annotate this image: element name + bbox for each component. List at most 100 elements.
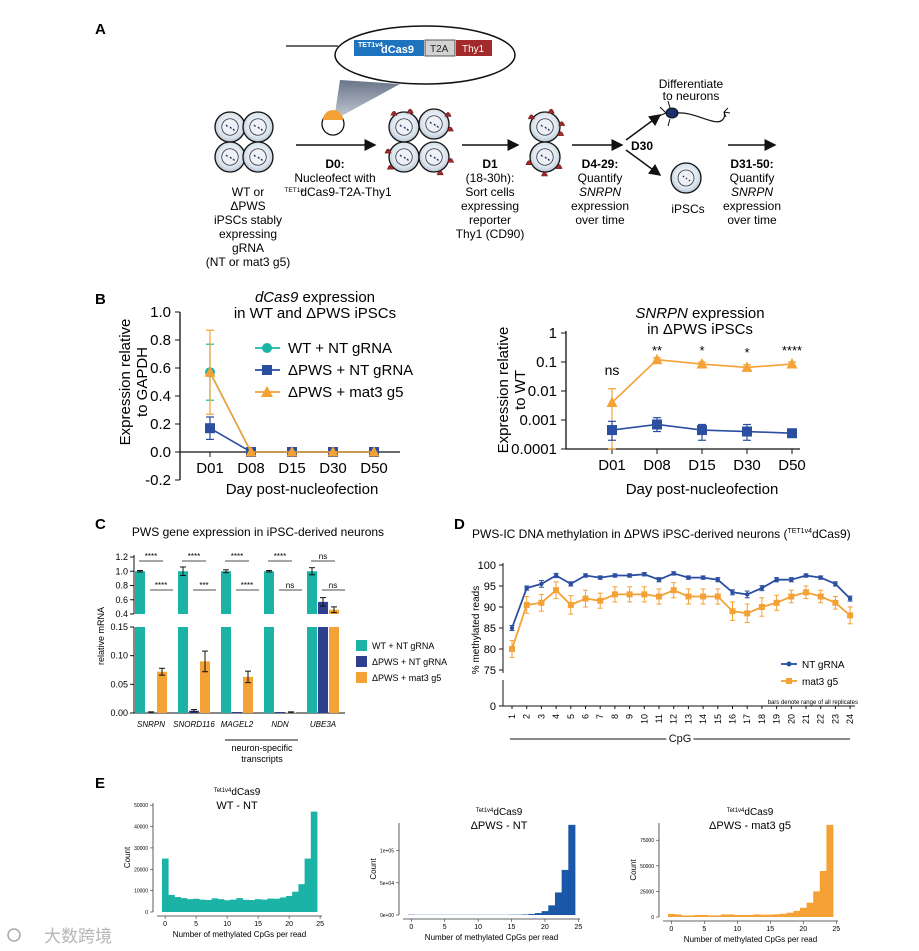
x-tick-label: 10 [223, 921, 231, 928]
d1-line: reporter [469, 213, 511, 227]
bar-upper [221, 571, 231, 614]
d4-gene: SNRPN [579, 185, 621, 199]
data-point [612, 573, 618, 578]
data-point [670, 587, 677, 594]
cell-dna [429, 121, 439, 128]
histogram-bar [304, 858, 312, 912]
y-tick-label: 0.4 [115, 609, 128, 619]
x-tick-label: 20 [799, 926, 807, 933]
c-legend-text: ΔPWS + mat3 g5 [372, 673, 441, 683]
histogram-bar [760, 914, 768, 917]
data-point [611, 591, 618, 598]
plasmid-cone [334, 80, 400, 120]
y-tick-label: 0.10 [110, 651, 128, 661]
histogram-bar [747, 914, 755, 917]
ipsc-cell [670, 162, 702, 194]
d1-line: Sort cells [465, 185, 514, 199]
bar-upper [135, 571, 145, 614]
c-legend-text: WT + NT gRNA [372, 641, 434, 651]
start-label-line: ΔPWS [230, 199, 265, 213]
data-point [697, 425, 707, 436]
panel-a: A TET1v4 dCas9 T2A Thy1 WT or ΔPWS iPSCs… [95, 21, 781, 269]
c-title: PWS gene expression in iPSC-derived neur… [132, 525, 384, 539]
x-tick-label: D08 [237, 460, 265, 477]
histogram-title: Tet1v4dCas9 [476, 807, 523, 818]
y-tick-label: 1e+05 [380, 849, 394, 855]
x-tick-label: D15 [278, 460, 306, 477]
histogram-bar [199, 899, 206, 912]
bar-lower [135, 627, 145, 713]
histogram-title-name: dCas9 [493, 807, 522, 818]
x-tick-label: NDN [271, 720, 289, 729]
histogram-bar [687, 915, 695, 917]
bar-lower [264, 627, 274, 713]
histogram-bar [786, 912, 794, 917]
histogram-bar [800, 907, 807, 917]
b-left-marks [204, 329, 380, 457]
data-point [626, 591, 633, 598]
bar-lower [329, 627, 339, 713]
histogram-bar [162, 858, 169, 912]
d1-line: (18-30h): [466, 171, 515, 185]
bar-upper [307, 571, 317, 614]
b-right-xlabel: Day post-nucleofection [626, 481, 779, 498]
data-point [700, 575, 706, 580]
x-tick-label: 14 [698, 714, 708, 724]
d-title-sup: TET1v4 [787, 528, 812, 535]
histogram-bar [694, 914, 702, 917]
x-tick-label: SNORD116 [173, 720, 215, 729]
d4-line: over time [575, 213, 625, 227]
d31-gene: SNRPN [731, 185, 773, 199]
x-tick-label: 2 [522, 714, 532, 719]
data-point [286, 446, 298, 457]
sig-label: ns [286, 581, 294, 590]
histogram-xlabel: Number of methylated CpGs per read [425, 933, 558, 942]
x-tick-label: 4 [551, 714, 561, 719]
d31-title: D31-50: [730, 157, 773, 171]
histogram-bar [668, 913, 675, 917]
bar [275, 712, 285, 713]
y-tick-label: 80 [484, 644, 496, 656]
x-tick-label: 1 [507, 714, 517, 719]
histogram-bar [261, 899, 268, 912]
x-tick-label: 20 [285, 921, 293, 928]
data-point [509, 646, 515, 652]
d30-label: D30 [631, 139, 653, 153]
watermark: 大数跨境 [7, 927, 112, 946]
data-point [568, 581, 573, 587]
histogram-subtitle: WT - NT [216, 800, 258, 812]
b-left-title-italic: dCas9 [255, 289, 299, 306]
histogram-bar [727, 914, 735, 917]
b-right-ylabel-2: to WT [512, 370, 529, 410]
y-tick-label: 0.001 [519, 412, 557, 429]
neuron-line: Differentiate [659, 77, 724, 91]
legend-marker-pws-nt [262, 365, 272, 375]
d31-label: D31-50: Quantify SNRPN expression over t… [723, 157, 781, 227]
significance-label: * [744, 345, 749, 360]
c-legend-text: ΔPWS + NT gRNA [372, 657, 447, 667]
start-cells [214, 111, 274, 173]
bar-upper [264, 571, 274, 614]
cell-dna [225, 154, 235, 161]
data-point [204, 366, 216, 377]
data-point [539, 581, 544, 587]
data-point [700, 593, 707, 600]
x-tick-label: D01 [196, 460, 224, 477]
data-point [803, 589, 809, 596]
y-tick-label: 5e+04 [380, 881, 394, 887]
y-tick-label: 0.15 [110, 622, 128, 632]
cell [418, 108, 454, 140]
data-point [641, 591, 648, 598]
thy1-marker [384, 148, 392, 154]
data-point [523, 601, 530, 608]
histogram-bar [224, 900, 231, 912]
data-point [817, 593, 824, 600]
x-tick-label: 17 [742, 714, 752, 724]
data-point [686, 575, 691, 580]
cell [242, 141, 274, 173]
x-tick-label: MAGEL2 [221, 720, 254, 729]
histogram-bar [780, 913, 788, 917]
cell [388, 108, 420, 143]
cell-dna [429, 154, 439, 161]
chart-c: PWS gene expression in iPSC-derived neur… [96, 525, 447, 764]
